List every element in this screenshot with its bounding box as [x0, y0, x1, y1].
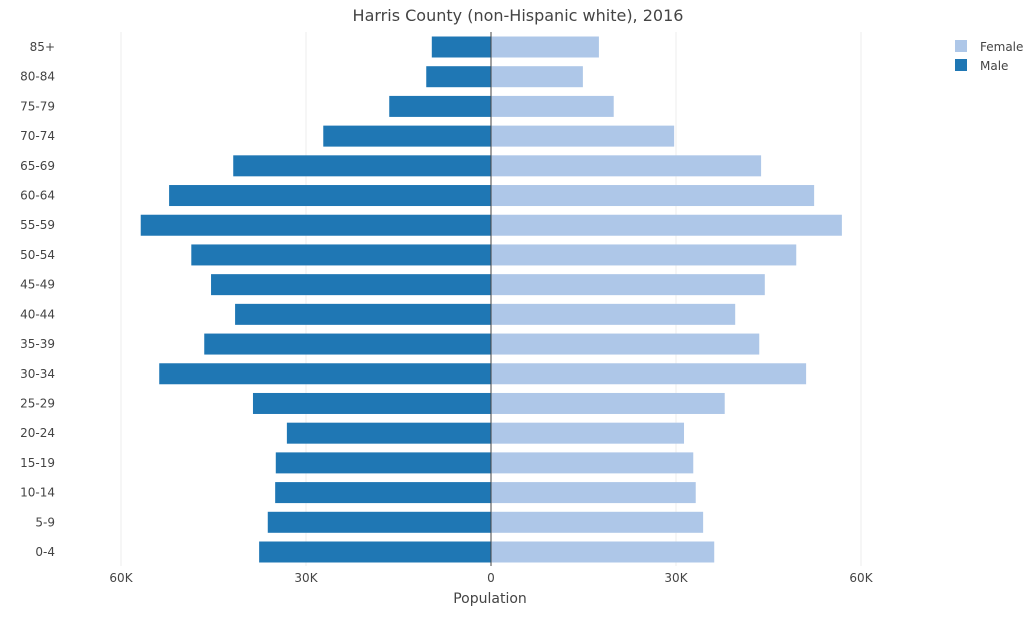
y-tick-label: 20-24	[20, 426, 55, 440]
bar-male-0-4	[259, 541, 491, 563]
y-tick-label: 70-74	[20, 129, 55, 143]
x-tick-label: 60K	[849, 571, 873, 585]
bar-female-75-79	[491, 95, 614, 117]
legend-item-female[interactable]: Female	[955, 40, 1023, 54]
bar-female-80-84	[491, 66, 583, 88]
y-tick-label: 30-34	[20, 367, 55, 381]
legend-swatch	[955, 40, 967, 52]
bar-male-80-84	[426, 66, 491, 88]
bar-female-0-4	[491, 541, 715, 563]
bar-female-30-34	[491, 363, 807, 385]
bar-male-70-74	[323, 125, 491, 147]
bar-male-5-9	[267, 511, 491, 533]
bar-male-50-54	[191, 244, 492, 266]
x-tick-label: 0	[487, 571, 495, 585]
bar-male-30-34	[159, 363, 491, 385]
bar-female-40-44	[491, 303, 736, 325]
y-tick-label: 80-84	[20, 70, 55, 84]
bar-female-55-59	[491, 214, 842, 236]
y-tick-label: 85+	[30, 40, 55, 54]
bar-female-85+	[491, 36, 599, 58]
x-tick-label: 60K	[109, 571, 133, 585]
legend-label: Male	[980, 59, 1008, 73]
y-tick-label: 45-49	[20, 278, 55, 292]
bar-female-50-54	[491, 244, 797, 266]
y-tick-label: 35-39	[20, 337, 55, 351]
legend-label: Female	[980, 40, 1023, 54]
x-tick-label: 30K	[294, 571, 318, 585]
bar-male-75-79	[389, 95, 491, 117]
bar-male-25-29	[252, 392, 491, 414]
y-tick-label: 10-14	[20, 486, 55, 500]
x-axis-label: Population	[453, 591, 527, 607]
bar-male-45-49	[211, 274, 492, 296]
bar-male-85+	[431, 36, 491, 58]
bar-female-25-29	[491, 392, 725, 414]
y-tick-label: 75-79	[20, 99, 55, 113]
chart-title: Harris County (non-Hispanic white), 2016	[353, 6, 684, 25]
bar-male-15-19	[275, 452, 491, 474]
bar-male-55-59	[140, 214, 491, 236]
bar-male-60-64	[169, 185, 491, 207]
y-tick-label: 40-44	[20, 307, 55, 321]
bar-male-65-69	[233, 155, 491, 177]
bar-female-10-14	[491, 482, 696, 504]
bar-male-35-39	[204, 333, 491, 355]
y-tick-label: 65-69	[20, 159, 55, 173]
bar-male-40-44	[235, 303, 491, 325]
bar-female-5-9	[491, 511, 704, 533]
bar-female-20-24	[491, 422, 685, 444]
x-tick-label: 30K	[664, 571, 688, 585]
y-tick-label: 5-9	[35, 515, 55, 529]
bar-female-45-49	[491, 274, 765, 296]
y-tick-label: 15-19	[20, 456, 55, 470]
bar-female-70-74	[491, 125, 675, 147]
bar-female-35-39	[491, 333, 760, 355]
bar-male-10-14	[275, 482, 491, 504]
y-tick-label: 60-64	[20, 189, 55, 203]
bar-male-20-24	[286, 422, 491, 444]
bar-female-60-64	[491, 185, 815, 207]
y-tick-label: 55-59	[20, 218, 55, 232]
y-tick-label: 25-29	[20, 396, 55, 410]
bar-female-15-19	[491, 452, 694, 474]
bar-female-65-69	[491, 155, 762, 177]
legend-item-male[interactable]: Male	[955, 59, 1008, 73]
legend-swatch	[955, 59, 967, 71]
y-tick-label: 50-54	[20, 248, 55, 262]
y-tick-label: 0-4	[35, 545, 55, 559]
